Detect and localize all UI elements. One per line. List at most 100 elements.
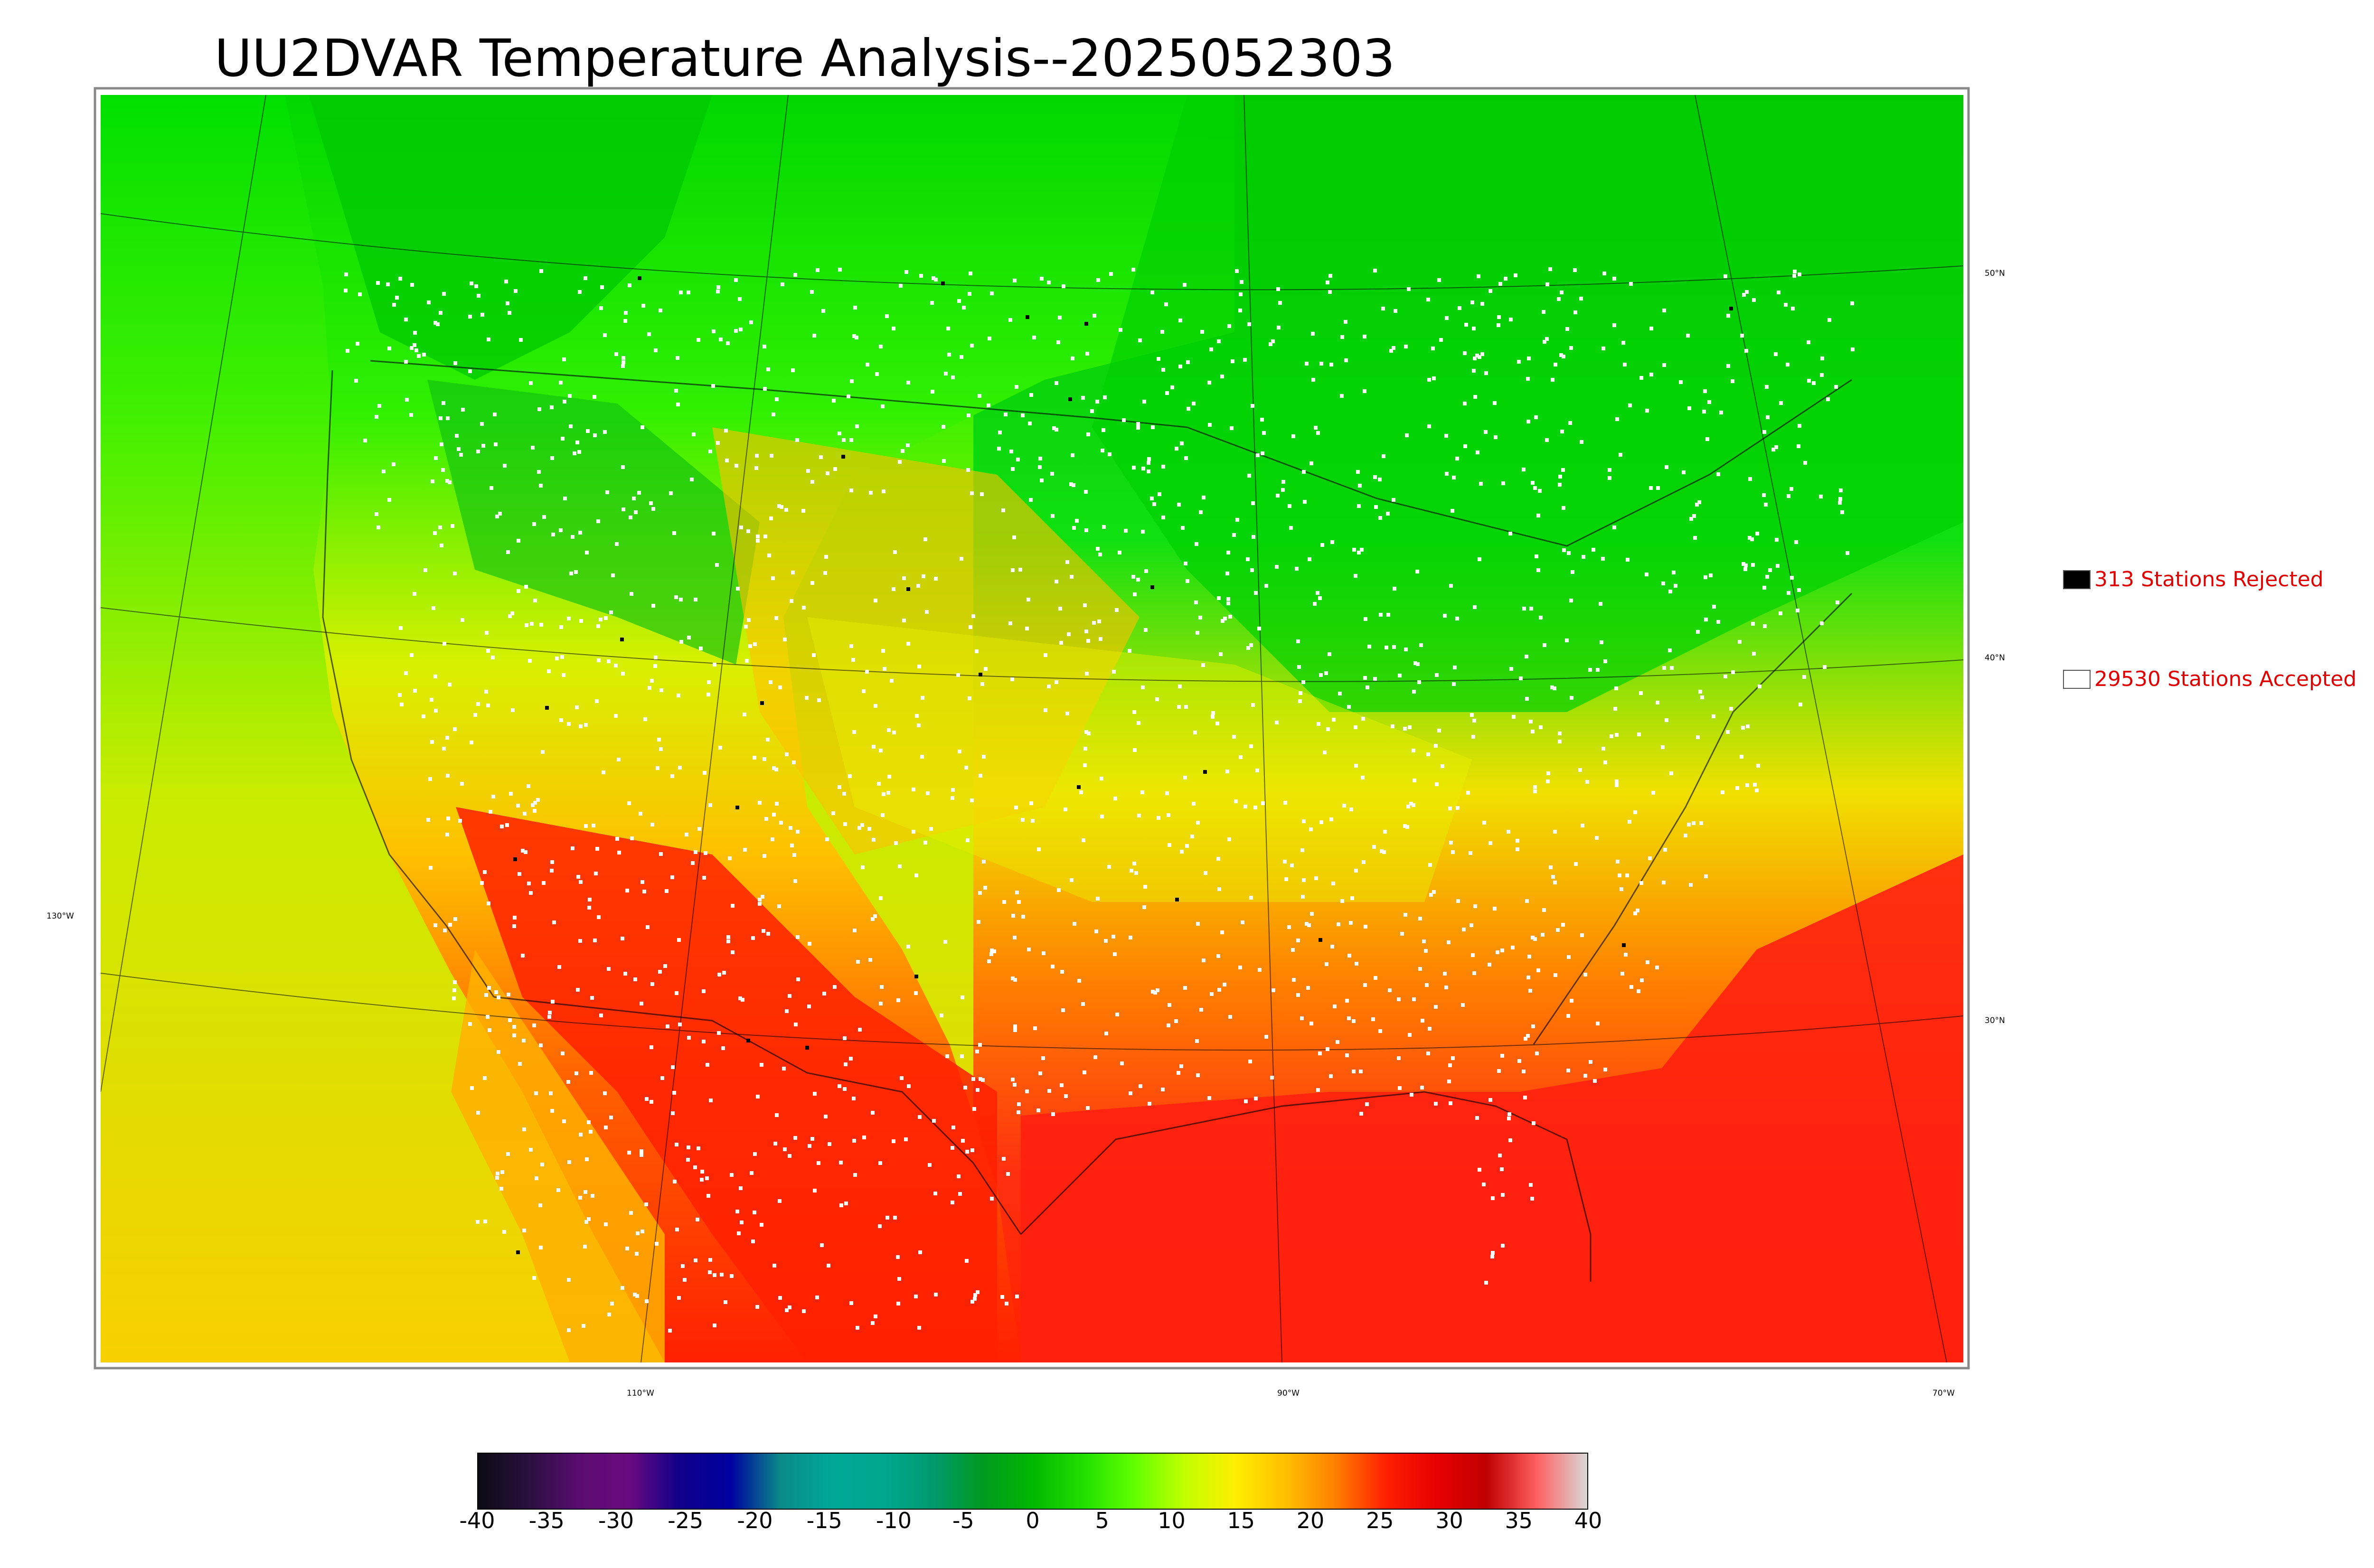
- station-dot: [1752, 298, 1756, 302]
- station-dot: [559, 718, 563, 722]
- rockies-cool-region: [427, 380, 760, 665]
- station-dot: [1568, 421, 1572, 425]
- station-dot: [1129, 936, 1132, 939]
- station-dot: [1413, 779, 1416, 782]
- station-dot: [539, 1043, 543, 1047]
- colorbar-tick-label: -15: [806, 1508, 842, 1533]
- station-dot: [726, 341, 730, 345]
- station-dot: [563, 497, 567, 500]
- station-dot: [413, 331, 417, 335]
- station-dot: [1695, 503, 1699, 507]
- station-dot: [821, 309, 825, 313]
- station-dot: [542, 515, 546, 519]
- station-dot: [856, 960, 860, 964]
- station-dot: [1475, 354, 1479, 357]
- station-dot: [906, 587, 910, 591]
- station-dot: [703, 771, 707, 775]
- station-dot: [1479, 482, 1483, 486]
- station-dot: [1032, 336, 1036, 339]
- station-dot: [1787, 591, 1790, 595]
- colorbar-tick-label: -25: [668, 1508, 704, 1533]
- station-dot: [600, 285, 604, 289]
- station-dot: [1705, 437, 1709, 441]
- station-dot: [1319, 820, 1323, 824]
- station-dot: [1443, 614, 1447, 618]
- station-dot: [1740, 755, 1743, 759]
- station-dot: [1323, 751, 1327, 754]
- station-dot: [1529, 607, 1533, 610]
- station-dot: [738, 996, 742, 1000]
- station-dot: [1217, 887, 1221, 891]
- station-dot: [1344, 358, 1348, 362]
- station-dot: [753, 642, 757, 646]
- station-dot: [679, 291, 683, 294]
- station-dot: [474, 284, 478, 288]
- station-dot: [1316, 1088, 1320, 1092]
- station-dot: [1260, 418, 1264, 422]
- station-dot: [702, 1040, 706, 1043]
- station-dot: [1333, 1005, 1337, 1008]
- station-dot: [770, 454, 773, 458]
- station-dot: [1687, 406, 1691, 410]
- station-dot: [537, 407, 541, 411]
- station-dot: [586, 429, 590, 433]
- station-dot: [737, 1231, 741, 1235]
- station-dot: [1649, 486, 1653, 490]
- station-dot: [1058, 607, 1062, 610]
- station-dot: [1249, 643, 1253, 647]
- station-dot: [1838, 501, 1842, 505]
- station-dot: [1812, 381, 1816, 385]
- station-dot: [896, 1255, 900, 1259]
- station-dot: [1508, 1138, 1512, 1142]
- station-dot: [1403, 727, 1407, 731]
- station-dot: [852, 730, 856, 734]
- legend-accepted: 29530 Stations Accepted: [2063, 667, 2356, 691]
- station-dot: [1361, 776, 1365, 779]
- station-dot: [1472, 369, 1476, 373]
- station-dot: [961, 1139, 965, 1143]
- station-dot: [499, 1187, 503, 1191]
- station-dot: [730, 1274, 734, 1278]
- station-dot: [579, 619, 583, 623]
- station-dot: [848, 774, 852, 778]
- station-dot: [1622, 943, 1626, 947]
- station-dot: [1200, 330, 1204, 334]
- station-dot: [1542, 908, 1546, 912]
- station-dot: [808, 1144, 811, 1148]
- station-dot: [604, 1126, 608, 1129]
- station-dot: [1416, 662, 1420, 666]
- station-dot: [796, 935, 800, 939]
- station-dot: [1221, 619, 1225, 623]
- station-dot: [1316, 591, 1319, 595]
- station-dot: [1232, 533, 1236, 537]
- colorbar-tick-label: 25: [1366, 1508, 1394, 1533]
- station-dot: [772, 813, 776, 817]
- station-dot: [982, 755, 986, 759]
- station-dot: [550, 1109, 554, 1113]
- station-dot: [940, 1014, 943, 1017]
- station-dot: [1099, 637, 1102, 641]
- station-dot: [458, 819, 462, 823]
- station-dot: [1704, 575, 1707, 579]
- station-dot: [1240, 280, 1244, 284]
- station-dot: [442, 292, 446, 296]
- station-dot: [868, 958, 872, 962]
- station-dot: [625, 889, 629, 892]
- station-dot: [1124, 529, 1128, 533]
- station-dot: [1511, 946, 1515, 949]
- station-dot: [1336, 1040, 1339, 1044]
- station-dot: [417, 354, 421, 358]
- station-dot: [453, 917, 457, 921]
- accepted-label: 29530 Stations Accepted: [2094, 667, 2357, 691]
- station-dot: [527, 784, 530, 788]
- station-dot: [648, 686, 651, 690]
- station-dot: [430, 740, 434, 744]
- station-dot: [1451, 1056, 1455, 1060]
- station-dot: [832, 399, 836, 403]
- station-dot: [923, 841, 927, 845]
- station-dot: [885, 314, 889, 318]
- graticule: [101, 95, 1963, 1362]
- station-dot: [1745, 783, 1749, 787]
- station-dot: [1758, 685, 1762, 688]
- station-dot: [1107, 865, 1111, 869]
